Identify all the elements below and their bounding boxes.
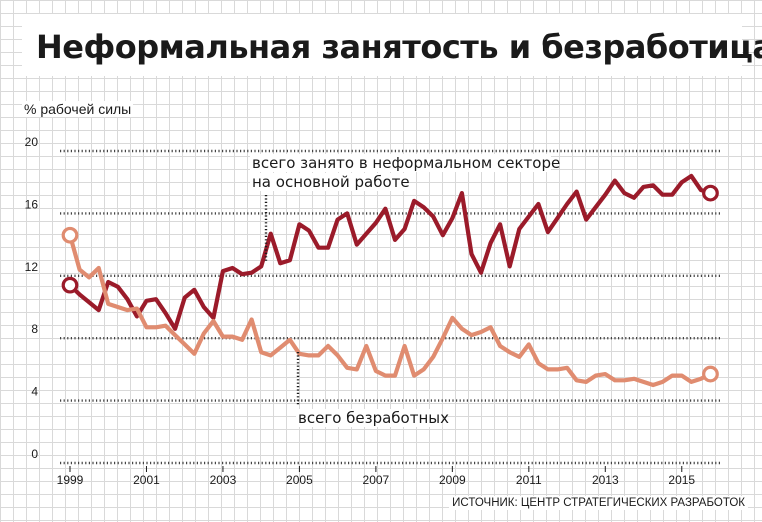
x-tick-label: 2003: [210, 473, 237, 487]
x-tick-label: 2009: [439, 473, 466, 487]
y-axis-ticks: 0 4 8 12 16 20: [25, 135, 39, 461]
y-tick-label: 16: [25, 197, 39, 211]
chart-title: Неформальная занятость и безработица: [22, 14, 762, 76]
annotation-bg: [250, 173, 405, 191]
series-line-0: [67, 173, 713, 331]
annotation-text-0: всего занято в неформальном секторе: [252, 154, 560, 172]
y-tick-label: 4: [31, 385, 38, 399]
x-tick-label: 1999: [57, 473, 84, 487]
series-start-marker-1: [61, 226, 79, 244]
y-tick-label: 8: [31, 322, 38, 336]
annotation-bg: [250, 154, 551, 172]
y-tick-label: 0: [31, 447, 38, 461]
source-note: ИСТОЧНИК: ЦЕНТР СТРАТЕГИЧЕСКИХ РАЗРАБОТО…: [449, 496, 748, 510]
series-end-marker-1: [702, 365, 719, 383]
x-axis-ticks: 1999 2001 2003 2005 2007 2009 2011 2013 2015: [57, 466, 695, 487]
annotation-text-0: на основной работе: [252, 173, 410, 191]
series-start-marker-0: [61, 276, 79, 294]
gridlines: [60, 149, 722, 465]
x-tick-label: 2001: [133, 473, 160, 487]
x-tick-label: 2011: [516, 473, 542, 487]
x-tick-label: 2007: [363, 473, 390, 487]
x-tick-label: 2013: [592, 473, 619, 487]
series-layer: [61, 173, 719, 388]
y-tick-label: 12: [25, 260, 39, 274]
y-tick-label: 20: [25, 135, 39, 149]
y-axis-label: % рабочей силы: [22, 101, 134, 117]
x-tick-label: 2005: [286, 473, 313, 487]
series-line-1: [67, 233, 713, 388]
annotation-bg: [296, 409, 443, 427]
annotation-text-1: всего безработных: [298, 409, 449, 427]
x-tick-label: 2015: [668, 473, 695, 487]
series-end-marker-0: [702, 184, 719, 202]
